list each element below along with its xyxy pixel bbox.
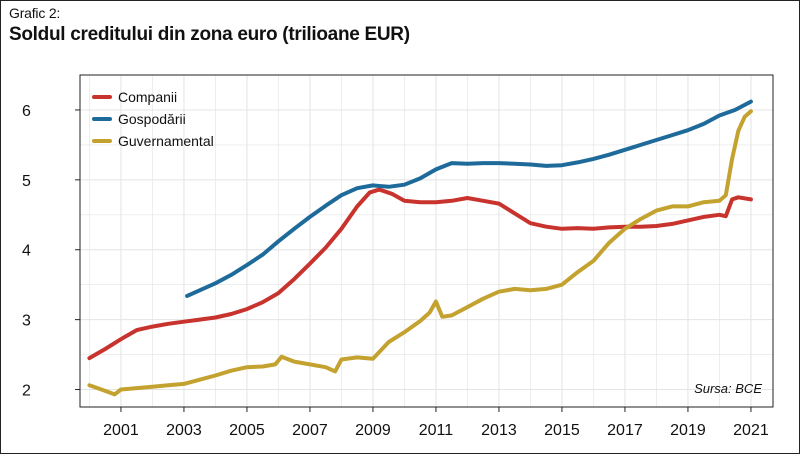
y-tick-label: 3 (22, 313, 31, 330)
source-note: Sursa: BCE (694, 381, 762, 396)
y-tick-label: 4 (22, 243, 31, 260)
series-line-gospodarii (185, 99, 753, 298)
chart-title: Soldul creditului din zona euro (trilioa… (9, 24, 410, 45)
x-tick-label: 2009 (355, 422, 391, 439)
legend-label-gospodarii: Gospodării (118, 111, 186, 127)
legend: Companii Gospodării Guvernamental (92, 89, 214, 149)
y-tick-label: 5 (22, 173, 31, 190)
y-tick-label: 2 (22, 383, 31, 400)
x-tick-label: 2021 (733, 422, 769, 439)
series-lines (87, 99, 753, 397)
x-tick-label: 2001 (103, 422, 139, 439)
plot-area (79, 74, 774, 408)
series-line-guvernamental (87, 109, 753, 397)
y-tick-label: 6 (22, 103, 31, 120)
series-line-companii (87, 187, 753, 361)
x-tick-label: 2003 (166, 422, 202, 439)
x-tick-label: 2013 (481, 422, 517, 439)
x-tick-label: 2011 (419, 422, 454, 439)
x-tick-label: 2007 (292, 422, 328, 439)
x-tick-label: 2005 (229, 422, 265, 439)
axis-ticks: 2001 2003 2005 2007 2009 2011 2013 2015 2017 2019… (22, 103, 769, 439)
legend-label-companii: Companii (118, 89, 177, 105)
x-tick-label: 2019 (670, 422, 706, 439)
chart-supertitle: Grafic 2: (9, 5, 61, 21)
x-tick-label: 2015 (544, 422, 580, 439)
legend-label-guvernamental: Guvernamental (118, 133, 214, 149)
x-tick-label: 2017 (607, 422, 643, 439)
